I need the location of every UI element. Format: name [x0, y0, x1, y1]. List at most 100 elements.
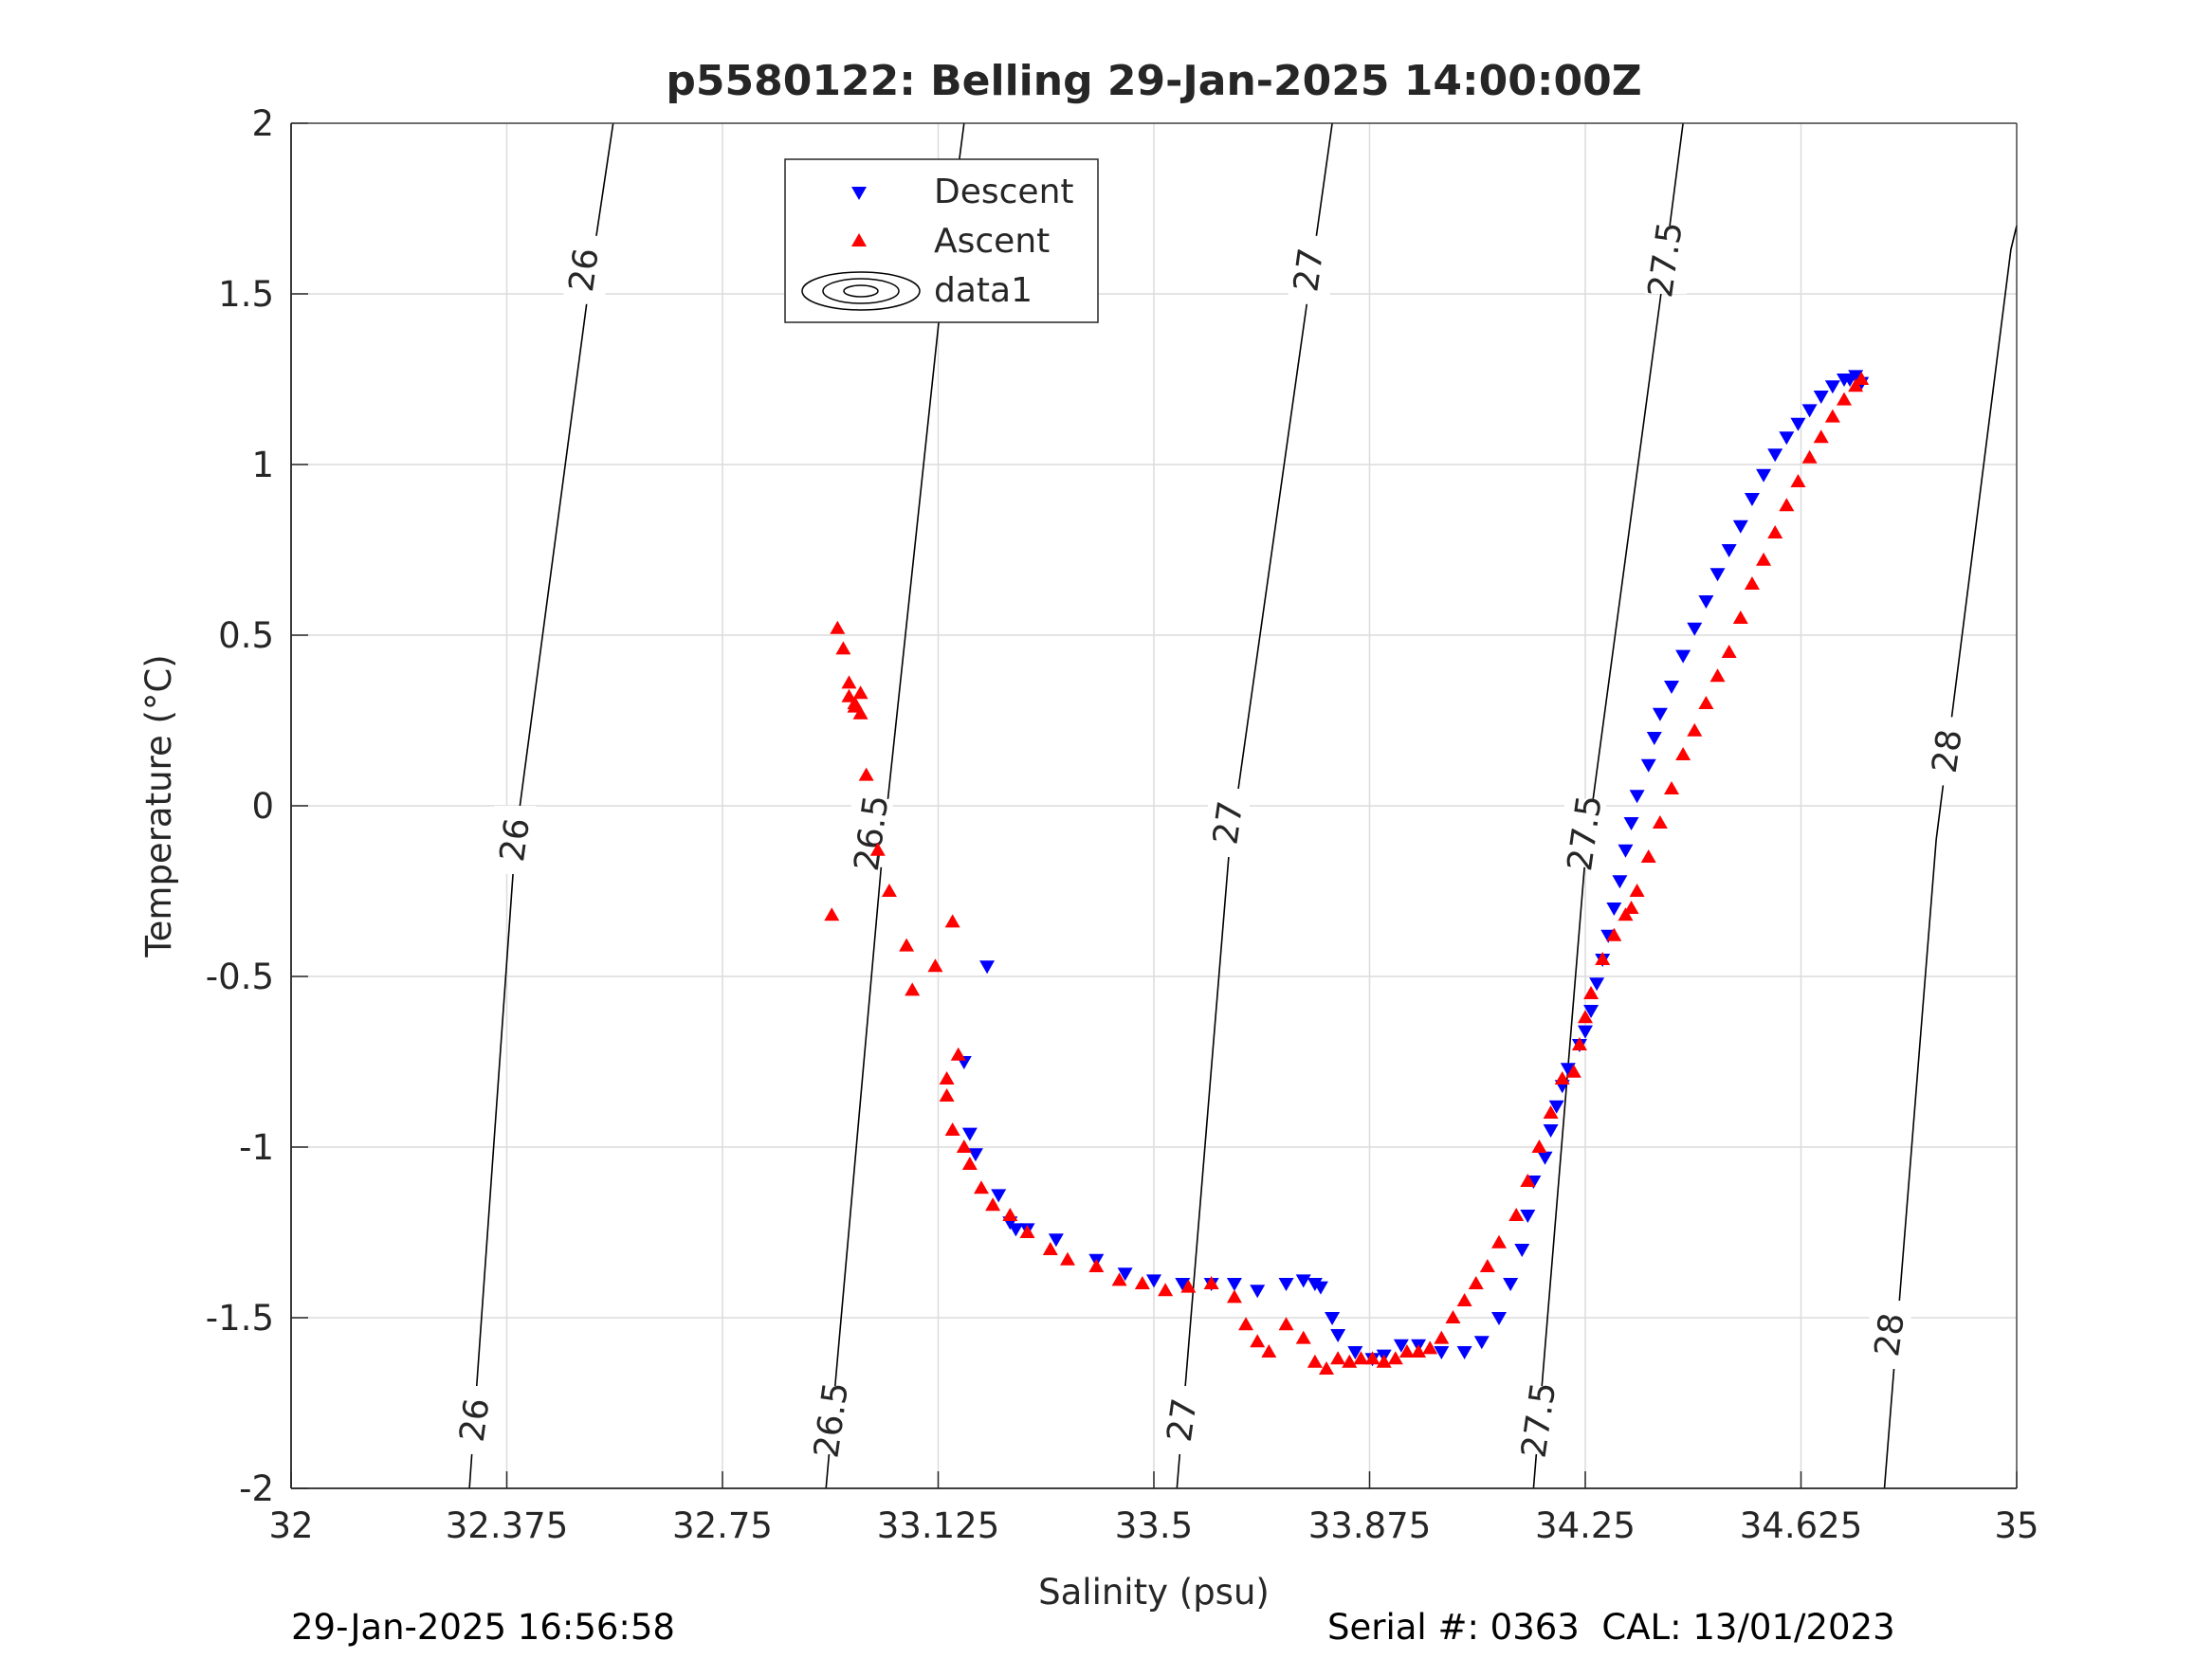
contour-label-background — [1288, 235, 1330, 304]
data-point-ascent — [1411, 1344, 1427, 1358]
data-point-ascent — [835, 641, 851, 655]
data-point-ascent — [1652, 815, 1668, 829]
data-point-descent — [1790, 417, 1806, 431]
data-point-ascent — [985, 1197, 1001, 1212]
data-point-descent — [1589, 977, 1605, 992]
data-point-ascent — [1387, 1351, 1403, 1365]
data-point-ascent — [1307, 1354, 1323, 1368]
data-point-descent — [1848, 370, 1864, 384]
x-tick-label: 32.375 — [446, 1505, 568, 1546]
data-point-ascent — [956, 1139, 972, 1153]
y-tick-label: 2 — [251, 103, 274, 144]
data-point-descent — [1801, 404, 1818, 418]
contour-label: 27 — [1161, 1395, 1205, 1444]
generated-timestamp: 29-Jan-2025 16:56:58 — [291, 1607, 675, 1648]
data-point-ascent — [1790, 474, 1806, 487]
data-point-descent — [1393, 1339, 1409, 1353]
data-point-ascent — [1732, 611, 1748, 624]
data-point-ascent — [824, 907, 840, 921]
contour-label-background — [494, 806, 537, 874]
data-point-descent — [1640, 758, 1656, 773]
data-point-ascent — [852, 705, 868, 720]
legend-marker-descent — [851, 187, 867, 200]
y-tick-label: -2 — [239, 1468, 274, 1509]
data-point-descent — [1646, 732, 1662, 745]
data-point-ascent — [1468, 1276, 1484, 1289]
data-point-descent — [1698, 595, 1714, 609]
data-point-ascent — [1629, 884, 1645, 897]
y-tick-label: 1.5 — [218, 274, 274, 315]
data-point-descent — [1117, 1267, 1133, 1282]
data-point-ascent — [1595, 952, 1611, 965]
data-point-ascent — [1520, 1174, 1536, 1187]
data-point-ascent — [1565, 1064, 1581, 1078]
data-point-ascent — [1623, 901, 1639, 914]
data-point-ascent — [1721, 645, 1737, 658]
data-point-ascent — [1618, 907, 1634, 921]
series-ascent — [824, 372, 1870, 1375]
contour-label-background — [454, 1386, 497, 1454]
data-point-descent — [967, 1148, 983, 1162]
data-point-descent — [1226, 1278, 1242, 1291]
contour-label: 27 — [1206, 798, 1251, 847]
data-point-descent — [1434, 1346, 1450, 1359]
data-point-ascent — [899, 938, 915, 952]
x-tick-label: 33.125 — [877, 1505, 999, 1546]
data-point-ascent — [1111, 1272, 1127, 1286]
y-tick-label: -1 — [239, 1127, 274, 1168]
data-point-descent — [1307, 1278, 1323, 1291]
x-tick-label: 34.625 — [1740, 1505, 1862, 1546]
contour-label-background — [1927, 717, 1969, 786]
data-point-ascent — [1002, 1208, 1018, 1221]
x-tick-label: 35 — [1994, 1505, 2038, 1546]
data-point-ascent — [1226, 1289, 1242, 1304]
data-point-ascent — [905, 982, 921, 996]
data-point-descent — [1325, 1312, 1341, 1325]
contour-label: 28 — [1926, 727, 1970, 775]
data-point-ascent — [1203, 1276, 1219, 1289]
density-contour-line — [468, 122, 614, 1489]
contour-label-background — [1518, 1386, 1561, 1454]
data-point-ascent — [1088, 1259, 1105, 1272]
data-point-ascent — [1250, 1334, 1266, 1348]
data-point-ascent — [881, 884, 897, 897]
x-tick-label: 33.5 — [1115, 1505, 1193, 1546]
data-point-ascent — [1376, 1354, 1392, 1368]
density-contour-line — [1532, 122, 1684, 1489]
legend-marker-triangle — [851, 233, 867, 246]
contour-label: 26 — [562, 246, 607, 294]
x-tick-label: 33.875 — [1308, 1505, 1431, 1546]
data-point-descent — [1744, 493, 1760, 506]
data-point-ascent — [1824, 409, 1840, 423]
data-point-descent — [1623, 817, 1639, 830]
data-point-descent — [1721, 544, 1737, 557]
legend: Descent Ascent data1 — [784, 158, 1099, 323]
data-point-descent — [1295, 1274, 1311, 1288]
data-point-descent — [1664, 681, 1679, 694]
legend-marker-triangle — [851, 187, 867, 200]
data-point-ascent — [830, 620, 846, 634]
data-point-ascent — [1295, 1330, 1311, 1344]
data-point-ascent — [1134, 1276, 1150, 1289]
data-point-ascent — [1434, 1330, 1450, 1344]
data-point-ascent — [858, 767, 874, 781]
y-tick-label: -0.5 — [206, 957, 274, 997]
data-point-ascent — [1640, 849, 1656, 863]
data-point-descent — [1146, 1274, 1161, 1288]
data-point-ascent — [1554, 1071, 1570, 1085]
data-point-ascent — [1353, 1351, 1369, 1365]
data-point-ascent — [1698, 696, 1714, 709]
data-point-ascent — [869, 842, 886, 856]
legend-marker-ascent — [851, 233, 867, 246]
data-point-descent — [1503, 1278, 1519, 1291]
data-point-descent — [1578, 1025, 1593, 1039]
data-point-descent — [1175, 1278, 1191, 1291]
data-point-descent — [1514, 1244, 1530, 1257]
y-tick-label: 0.5 — [218, 615, 274, 656]
data-point-descent — [1278, 1278, 1294, 1291]
data-point-descent — [1520, 1210, 1536, 1223]
data-point-descent — [961, 1127, 978, 1141]
data-point-descent — [979, 960, 996, 975]
data-point-descent — [1347, 1346, 1363, 1359]
